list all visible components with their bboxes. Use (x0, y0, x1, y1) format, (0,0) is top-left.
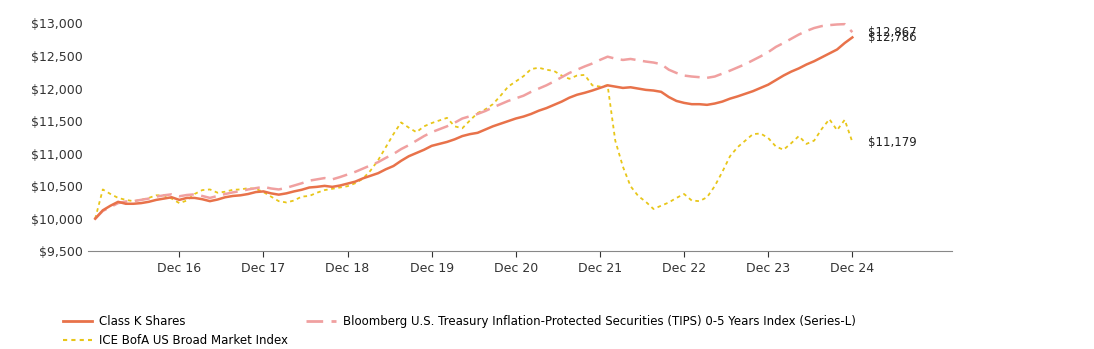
Legend: Class K Shares, ICE BofA US Broad Market Index, Bloomberg U.S. Treasury Inflatio: Class K Shares, ICE BofA US Broad Market… (58, 310, 860, 349)
Text: $12,867: $12,867 (868, 25, 917, 39)
Text: $12,786: $12,786 (868, 31, 917, 44)
Text: $11,179: $11,179 (868, 135, 917, 149)
